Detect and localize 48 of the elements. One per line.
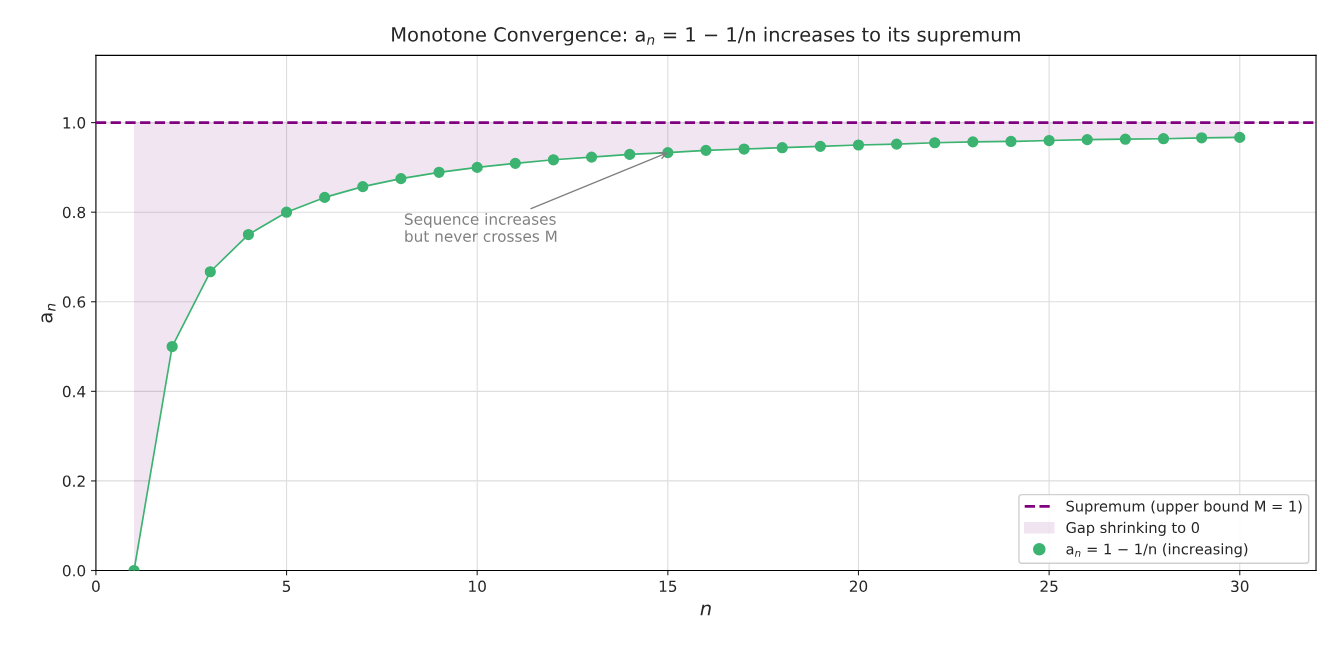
- point: [471, 161, 483, 173]
- point: [395, 172, 407, 185]
- y-axis-title: a$_{n}$: [41, 303, 56, 323]
- point: [242, 228, 255, 241]
- point: [280, 206, 293, 218]
- y-tick-label: 0.2: [62, 475, 85, 487]
- point: [509, 157, 521, 169]
- point: [929, 137, 941, 149]
- point: [1043, 134, 1055, 147]
- point: [624, 148, 636, 161]
- x-tick-label: 0: [92, 580, 100, 593]
- point: [547, 154, 560, 166]
- point: [433, 166, 445, 178]
- point: [319, 191, 331, 204]
- point: [1119, 133, 1131, 145]
- point: [814, 140, 826, 152]
- y-tick-label: 0.8: [62, 206, 86, 219]
- point: [1196, 132, 1208, 144]
- y-tick-label: 0.6: [62, 296, 86, 308]
- x-tick-label: 15: [659, 580, 677, 593]
- point: [852, 139, 865, 151]
- x-axis-title: n: [700, 604, 711, 616]
- point: [890, 138, 903, 150]
- x-tick-label: 20: [849, 580, 868, 593]
- point: [1157, 133, 1170, 145]
- point: [1234, 131, 1246, 143]
- point: [776, 142, 788, 154]
- legend-label: Supremum (upper bound M = 1): [1066, 500, 1302, 515]
- point: [1081, 134, 1093, 146]
- point: [1005, 135, 1017, 148]
- y-tick-label: 1.0: [63, 117, 86, 129]
- x-tick-label: 30: [1231, 580, 1249, 593]
- x-tick-label: 10: [469, 580, 486, 593]
- annotation: Sequence increases but never crosses M: [404, 213, 557, 242]
- point: [738, 143, 750, 155]
- x-tick-label: 5: [282, 580, 291, 593]
- legend-label: a$_{n}$ = 1 − 1/n (increasing): [1066, 543, 1248, 558]
- chart-title: Monotone Convergence: a$_{n}$ = 1 − 1/n increases to its supremum: [392, 26, 1020, 46]
- point: [700, 144, 712, 156]
- y-tick-label: 0.0: [62, 564, 86, 577]
- point: [204, 266, 216, 278]
- x-tick-label: 25: [1040, 580, 1058, 593]
- point: [166, 340, 178, 353]
- y-tick-label: 0.4: [62, 385, 86, 398]
- legend-label: Gap shrinking to 0: [1066, 521, 1200, 536]
- point: [585, 151, 598, 163]
- point: [357, 181, 369, 193]
- point: [967, 136, 979, 148]
